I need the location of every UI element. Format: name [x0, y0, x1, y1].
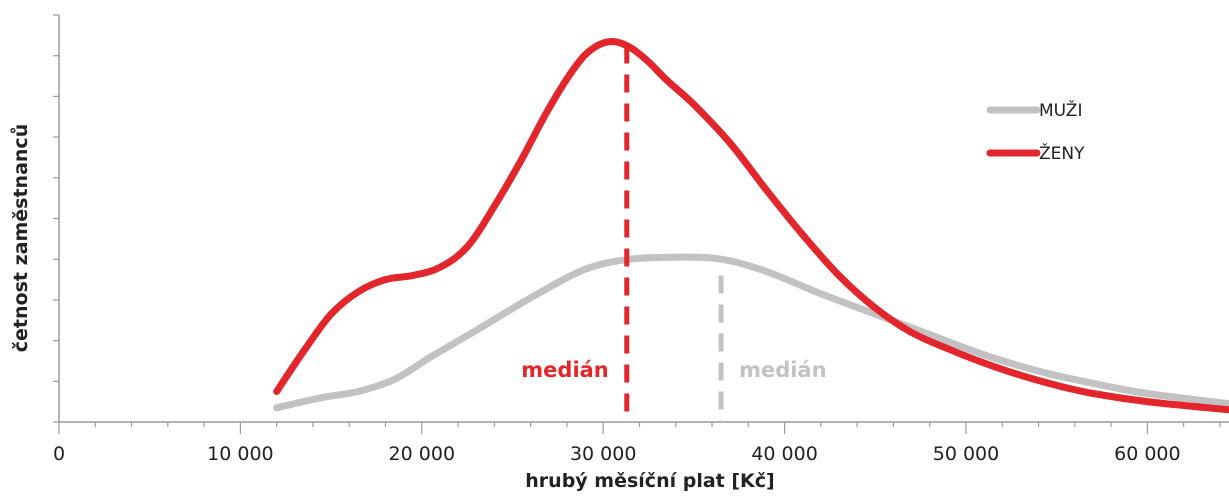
x-tick-label: 50 000	[933, 443, 999, 465]
legend: MUŽI ŽENY	[986, 99, 1085, 164]
x-axis-title: hrubý měsíční plat [Kč]	[525, 470, 774, 492]
series-line-zeny	[273, 38, 1229, 414]
y-axis-ticks	[53, 14, 59, 423]
x-tick-label: 10 000	[207, 443, 273, 465]
median-layer: medián medián	[521, 45, 827, 422]
y-axis-title: četnost zaměstnanců	[9, 124, 32, 352]
legend-label-zeny: ŽENY	[1039, 142, 1085, 164]
x-tick-label: 0	[53, 443, 65, 465]
median-label-zeny: medián	[521, 358, 608, 382]
legend-label-muzi: MUŽI	[1039, 99, 1082, 121]
x-axis-tick-labels: 0 10 000 20 000 30 000 40 000 50 000 60 000	[53, 443, 1181, 465]
x-axis-ticks	[58, 422, 1221, 434]
series-layer	[273, 38, 1229, 414]
x-tick-label: 30 000	[570, 443, 636, 465]
series-line-muzi	[273, 253, 1229, 412]
x-tick-label: 40 000	[751, 443, 817, 465]
axes: 0 10 000 20 000 30 000 40 000 50 000 60 000	[53, 14, 1229, 465]
median-label-muzi: medián	[739, 358, 826, 382]
x-tick-label: 20 000	[389, 443, 455, 465]
x-tick-label: 60 000	[1114, 443, 1180, 465]
